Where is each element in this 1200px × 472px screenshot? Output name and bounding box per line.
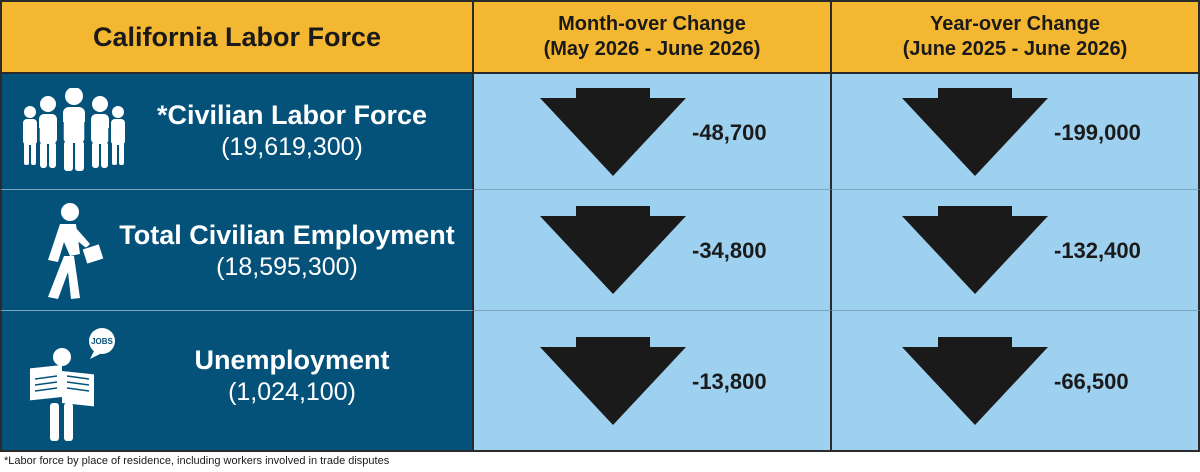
metric-level: (1,024,100) — [228, 378, 356, 406]
header-year-over-cell: Year-over Change (June 2025 - June 2026) — [832, 0, 1200, 74]
metric-name: Unemployment — [194, 345, 390, 375]
year-over-change: -199,000 — [1054, 120, 1141, 145]
down-arrow-icon — [540, 337, 686, 425]
year-over-change: -66,500 — [1054, 369, 1129, 394]
month-over-change: -34,800 — [692, 238, 767, 263]
row-label-unemployment: JOBS Unemployment (1,024,100) — [0, 311, 474, 452]
labor-force-table: California Labor Force Month-over Change… — [0, 0, 1200, 452]
row-label-civilian-labor-force: *Civilian Labor Force (19,619,300) — [0, 74, 474, 190]
year-over-change: -132,400 — [1054, 238, 1141, 263]
footnote: *Labor force by place of residence, incl… — [4, 455, 390, 467]
month-over-cell-labor-force: -48,700 — [474, 74, 832, 190]
group-of-people-icon — [23, 88, 125, 171]
month-over-cell-employment: -34,800 — [474, 190, 832, 311]
labor-force-label-block: *Civilian Labor Force (19,619,300) — [142, 100, 442, 162]
header-title-cell: California Labor Force — [0, 0, 474, 74]
down-arrow-icon — [902, 88, 1048, 176]
down-arrow-icon — [540, 88, 686, 176]
table-title: California Labor Force — [92, 21, 382, 52]
month-over-range: (May 2026 - June 2026) — [543, 38, 761, 60]
jobs-bubble-text: JOBS — [91, 337, 113, 346]
metric-name: *Civilian Labor Force — [156, 100, 428, 130]
year-over-cell-unemployment: -66,500 — [832, 311, 1200, 452]
header-month-over-cell: Month-over Change (May 2026 - June 2026) — [474, 0, 832, 74]
newspaper-reader-icon: JOBS — [30, 328, 115, 441]
year-over-range: (June 2025 - June 2026) — [902, 38, 1128, 60]
down-arrow-icon — [902, 206, 1048, 294]
metric-level: (18,595,300) — [216, 253, 358, 281]
walking-worker-icon — [48, 203, 105, 299]
month-over-change: -13,800 — [692, 369, 767, 394]
month-over-cell-unemployment: -13,800 — [474, 311, 832, 452]
month-over-change: -48,700 — [692, 120, 767, 145]
down-arrow-icon — [540, 206, 686, 294]
down-arrow-icon — [902, 337, 1048, 425]
year-over-label: Year-over Change — [929, 13, 1101, 35]
metric-name: Total Civilian Employment — [119, 220, 455, 250]
year-over-cell-labor-force: -199,000 — [832, 74, 1200, 190]
metric-level: (19,619,300) — [221, 133, 363, 161]
unemployment-label-block: Unemployment (1,024,100) — [152, 345, 432, 407]
month-over-label: Month-over Change — [558, 13, 746, 35]
employment-label-block: Total Civilian Employment (18,595,300) — [112, 220, 462, 282]
row-label-total-civilian-employment: Total Civilian Employment (18,595,300) — [0, 190, 474, 311]
year-over-cell-employment: -132,400 — [832, 190, 1200, 311]
